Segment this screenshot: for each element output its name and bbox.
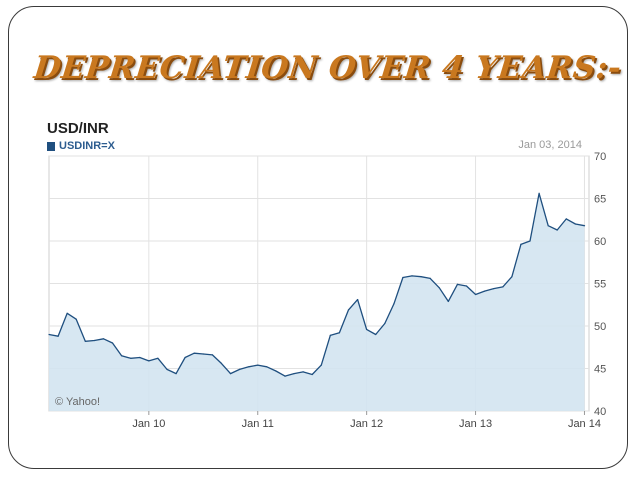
data-point (184, 356, 186, 359)
data-point (484, 290, 486, 292)
y-tick-label: 70 (594, 151, 606, 163)
legend-swatch (47, 141, 55, 151)
data-point (102, 338, 105, 340)
data-point (211, 354, 213, 356)
data-point (248, 366, 250, 368)
legend-ticker: USDINR=X (59, 140, 115, 152)
series-line (48, 192, 585, 377)
data-point (48, 333, 50, 336)
data-point (502, 286, 504, 288)
data-point (366, 328, 368, 330)
data-point (311, 373, 313, 376)
data-point (329, 334, 331, 336)
data-point (284, 375, 286, 377)
data-point (574, 223, 577, 225)
data-point (393, 303, 395, 305)
data-point (84, 340, 86, 342)
data-point (175, 373, 177, 375)
data-point (229, 373, 232, 375)
data-point (257, 364, 259, 366)
y-tick-label: 60 (594, 236, 606, 248)
data-point (93, 339, 95, 342)
y-tick-label: 50 (594, 321, 606, 333)
data-point (438, 287, 440, 289)
y-tick-label: 45 (594, 364, 606, 376)
data-point (511, 276, 513, 278)
data-point (357, 299, 359, 301)
data-point (475, 293, 477, 296)
data-point (75, 318, 77, 320)
data-point (130, 357, 132, 359)
data-point (538, 192, 540, 194)
data-point (493, 288, 495, 290)
y-tick-label: 40 (594, 406, 606, 418)
data-point (193, 352, 195, 354)
data-point (411, 275, 413, 277)
data-point (320, 364, 322, 366)
data-point (420, 276, 422, 278)
data-point (520, 243, 522, 245)
data-point (429, 277, 431, 279)
data-point (338, 332, 340, 334)
y-tick-label: 55 (594, 279, 606, 291)
data-point (121, 355, 123, 357)
data-point (202, 353, 204, 355)
data-point (66, 312, 68, 314)
data-point (402, 276, 404, 279)
data-point (547, 225, 549, 227)
data-point (293, 373, 295, 375)
chart-legend: USDINR=X (47, 140, 115, 152)
data-point (384, 322, 386, 325)
data-point (556, 229, 558, 231)
data-point (275, 370, 277, 372)
data-point (266, 366, 268, 368)
x-tick-label: Jan 14 (568, 418, 601, 430)
x-tick-label: Jan 13 (459, 418, 492, 430)
series-area (49, 193, 585, 411)
chart-date-label: Jan 03, 2014 (518, 139, 582, 151)
data-point (456, 283, 458, 285)
data-point (583, 225, 586, 227)
y-tick-label: 65 (594, 194, 606, 206)
data-point (57, 335, 59, 337)
data-point (465, 285, 468, 287)
data-point (157, 357, 159, 359)
yahoo-watermark: © Yahoo! (55, 396, 100, 408)
chart-header: USD/INR (47, 120, 607, 138)
data-point (529, 240, 531, 242)
data-point (347, 309, 350, 311)
x-tick-label: Jan 12 (350, 418, 383, 430)
data-point (111, 342, 114, 344)
data-point (447, 300, 449, 302)
x-tick-label: Jan 11 (242, 418, 274, 430)
data-point (375, 333, 377, 336)
chart-symbol: USD/INR (47, 120, 109, 137)
x-tick-label: Jan 10 (132, 418, 165, 430)
data-point (139, 356, 141, 359)
data-point (239, 368, 241, 370)
data-point (220, 362, 222, 364)
data-point (565, 218, 567, 220)
data-point (166, 368, 168, 370)
data-point (302, 371, 304, 373)
data-point (148, 360, 150, 362)
